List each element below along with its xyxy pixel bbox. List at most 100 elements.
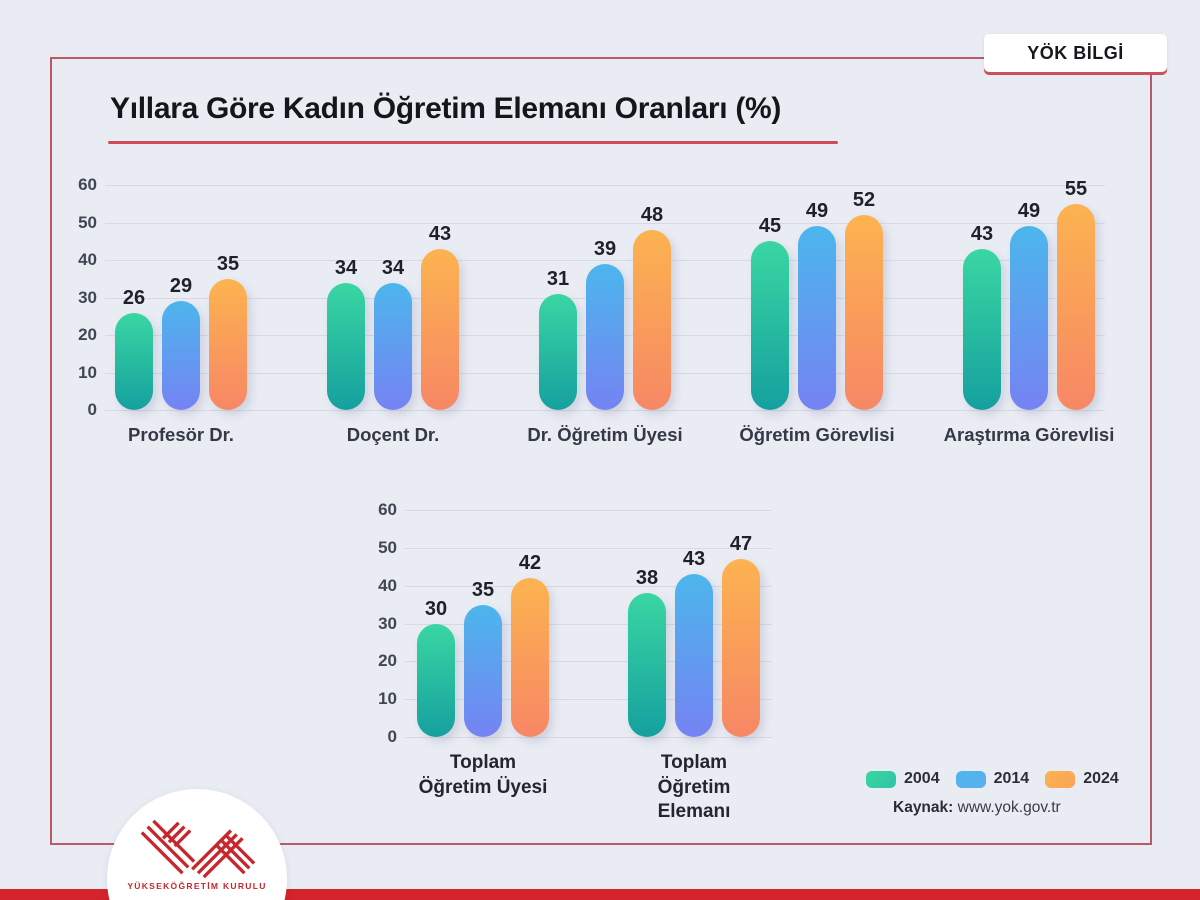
category-label-text: Araştırma Görevlisi — [943, 424, 1115, 445]
bar-column: 45 — [751, 216, 789, 410]
category-label: Araştırma Görevlisi — [944, 424, 1115, 446]
gridline — [405, 661, 772, 663]
y-tick-label: 20 — [378, 651, 397, 671]
bar-group: 43 49 55 — [963, 179, 1095, 410]
category-label-text: Toplam Öğretim Elemanı — [657, 752, 731, 823]
bar-column: 49 — [798, 201, 836, 410]
bar-column: 43 — [963, 224, 1001, 410]
y-tick-label: 40 — [78, 250, 97, 269]
bar-column: 47 — [722, 534, 760, 737]
bar-column: 26 — [115, 286, 153, 410]
bar-2004 — [628, 593, 666, 737]
bar-column: 43 — [421, 224, 459, 410]
bar-2024 — [209, 278, 247, 410]
bar-2014 — [675, 574, 713, 737]
y-tick-label: 40 — [378, 575, 397, 595]
bar-2024 — [511, 578, 549, 737]
y-tick-label: 10 — [78, 362, 97, 382]
bar-group: 45 49 52 — [751, 190, 883, 410]
gridline — [405, 699, 772, 701]
category-label-text: Toplam Öğretim Üyesi — [418, 752, 548, 798]
bar-column: 30 — [417, 597, 455, 737]
plot-area: 26 29 35 34 34 43 31 39 48 45 49 52 43 49 55 — [105, 179, 1105, 411]
bar-2014 — [374, 282, 412, 410]
bar-column: 48 — [633, 205, 671, 410]
bar-column: 43 — [675, 549, 713, 737]
bar-group: 30 35 42 — [417, 553, 549, 737]
bar-value-label: 45 — [758, 215, 782, 238]
plot-area: 30 35 42 38 43 47 — [405, 510, 772, 738]
bar-2024 — [633, 230, 671, 410]
bar-2014 — [162, 301, 200, 410]
y-tick-label: 20 — [78, 325, 97, 344]
category-label: Öğretim Görevlisi — [739, 424, 894, 446]
bottom-bar-chart: 0 10 20 30 40 50 60 30 35 42 38 43 47 Toplam Öğreti… — [377, 500, 772, 825]
bar-2024 — [1057, 203, 1095, 410]
bar-2004 — [115, 312, 153, 410]
y-tick-label: 60 — [378, 500, 397, 519]
logo-caption: YÜKSEKÖĞRETİM KURULU — [127, 881, 267, 891]
bar-value-label: 34 — [381, 256, 405, 279]
bar-value-label: 52 — [852, 189, 876, 211]
y-axis: 0 10 20 30 40 50 60 — [77, 175, 105, 419]
source-note: Kaynak: www.yok.gov.tr — [893, 799, 1061, 817]
legend-swatch — [955, 770, 986, 788]
bar-value-label: 26 — [122, 286, 146, 309]
bar-2004 — [327, 282, 365, 410]
category-labels: Profesör Dr. Doçent Dr. Dr. Öğretim Üyesi Ö… — [105, 424, 1115, 446]
gridline — [105, 410, 1105, 411]
gridline — [105, 185, 1105, 186]
bar-column: 35 — [464, 580, 502, 737]
y-tick-label: 50 — [378, 537, 397, 557]
bar-value-label: 39 — [593, 237, 617, 260]
source-url: www.yok.gov.tr — [957, 799, 1061, 816]
bar-group: 31 39 48 — [539, 205, 671, 410]
category-label-text: Doçent Dr. — [346, 424, 440, 445]
gridline — [405, 585, 772, 587]
bar-2014 — [798, 226, 836, 410]
category-label: Profesör Dr. — [115, 424, 247, 446]
bar-2014 — [586, 263, 624, 410]
y-tick-label: 30 — [378, 613, 397, 633]
bar-groups: 30 35 42 38 43 47 — [405, 534, 772, 737]
legend-label: 2014 — [993, 770, 1030, 787]
bar-value-label: 31 — [546, 267, 570, 290]
bar-column: 52 — [845, 190, 883, 410]
bar-column: 34 — [374, 256, 412, 410]
bar-value-label: 35 — [216, 252, 240, 275]
category-label: Dr. Öğretim Üyesi — [527, 424, 682, 446]
bar-value-label: 34 — [334, 256, 358, 279]
bar-value-label: 42 — [518, 552, 542, 575]
category-label-text: Profesör Dr. — [128, 424, 234, 445]
y-tick-label: 60 — [78, 175, 97, 194]
gridline — [105, 260, 1105, 261]
page-title: Yıllara Göre Kadın Öğretim Elemanı Oranl… — [110, 92, 782, 125]
y-axis: 0 10 20 30 40 50 60 — [377, 500, 405, 746]
gridline — [405, 510, 772, 511]
bar-value-label: 49 — [805, 200, 829, 223]
title-underline — [108, 141, 838, 144]
bar-2024 — [421, 248, 459, 410]
bar-column: 39 — [586, 239, 624, 410]
category-label: Doçent Dr. — [327, 424, 459, 446]
legend-swatch — [1045, 770, 1076, 788]
bottom-red-bar — [0, 889, 1200, 900]
bar-column: 34 — [327, 256, 365, 410]
source-label: Kaynak: — [893, 799, 954, 816]
bar-2024 — [845, 215, 883, 410]
gridline — [105, 222, 1105, 224]
y-tick-label: 10 — [378, 689, 397, 709]
legend-label: 2024 — [1083, 770, 1119, 787]
yok-bilgi-badge: YÖK BİLGİ — [984, 34, 1167, 72]
bar-value-label: 30 — [424, 597, 448, 620]
bar-value-label: 43 — [428, 222, 452, 245]
bar-value-label: 49 — [1017, 200, 1041, 223]
bar-value-label: 35 — [471, 578, 495, 601]
bar-2004 — [963, 248, 1001, 410]
category-label-text: Dr. Öğretim Üyesi — [527, 424, 683, 445]
y-tick-label: 30 — [78, 287, 97, 307]
bar-2004 — [417, 623, 455, 737]
y-tick-label: 0 — [387, 727, 397, 746]
bar-column: 35 — [209, 254, 247, 410]
gridline — [405, 737, 772, 738]
